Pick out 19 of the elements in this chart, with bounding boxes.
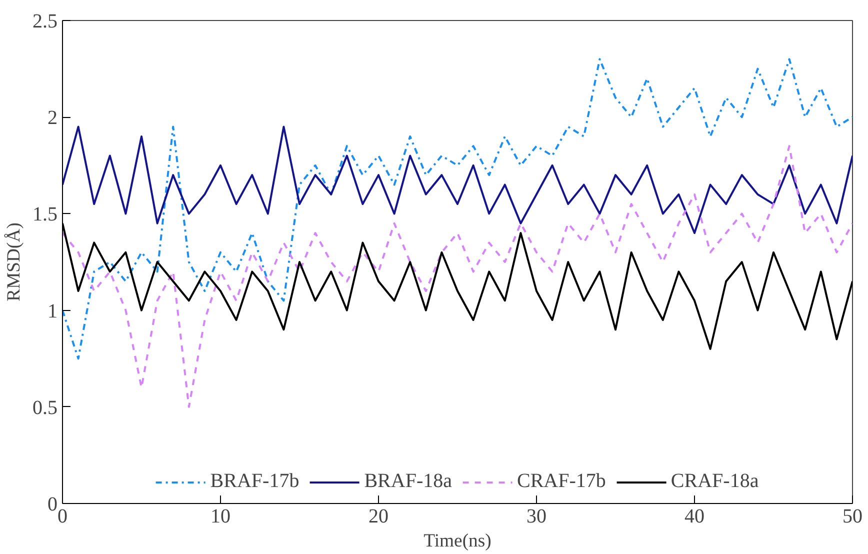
x-tick-label: 10 <box>210 506 230 528</box>
y-tick-label: 2.5 <box>32 10 58 32</box>
y-tick-label: 1 <box>48 300 58 322</box>
x-tick-label: 20 <box>368 506 388 528</box>
x-tick-label: 30 <box>526 506 546 528</box>
legend-label: CRAF-18a <box>670 470 759 493</box>
x-tick-label: 50 <box>842 506 862 528</box>
line-series <box>62 145 852 408</box>
x-axis-title: Time(ns) <box>424 530 492 552</box>
x-tick-label: 40 <box>684 506 704 528</box>
y-tick-label: 1.5 <box>32 204 58 226</box>
y-axis-title: RMSD(Å) <box>4 222 24 302</box>
legend-label: CRAF-17b <box>517 470 606 493</box>
line-series <box>62 58 852 360</box>
legend-label: BRAF-17b <box>210 470 300 493</box>
y-tick-label: 2 <box>48 107 58 130</box>
legend-label: BRAF-18a <box>364 470 452 493</box>
y-tick-label: 0.5 <box>32 396 58 419</box>
line-series <box>62 126 852 234</box>
